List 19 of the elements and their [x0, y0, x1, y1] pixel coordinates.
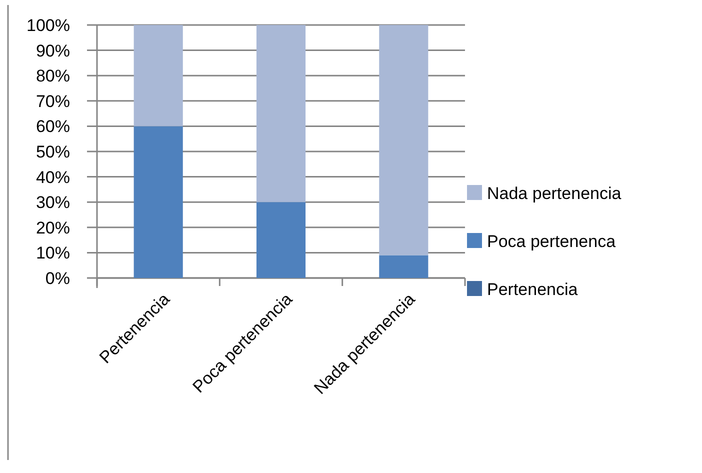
y-tick-label: 30% — [36, 193, 70, 212]
legend-label: Poca pertenenca — [487, 232, 616, 251]
y-tick-label: 10% — [36, 244, 70, 263]
legend-label: Nada pertenencia — [487, 184, 622, 203]
y-tick-label: 100% — [26, 16, 70, 35]
y-tick-label: 0% — [45, 268, 70, 288]
y-tick-label: 40% — [36, 168, 70, 187]
bar — [379, 25, 428, 256]
bar — [379, 255, 428, 278]
y-tick-label: 60% — [36, 117, 70, 136]
y-tick-label: 90% — [36, 41, 70, 60]
bar — [256, 25, 306, 202]
bar — [134, 25, 183, 126]
y-tick-label: 70% — [36, 92, 70, 111]
bar — [134, 126, 183, 278]
y-tick-label: 20% — [36, 218, 70, 238]
y-tick-label: 80% — [36, 66, 70, 86]
y-tick-label: 50% — [36, 142, 70, 162]
bar — [256, 202, 306, 278]
